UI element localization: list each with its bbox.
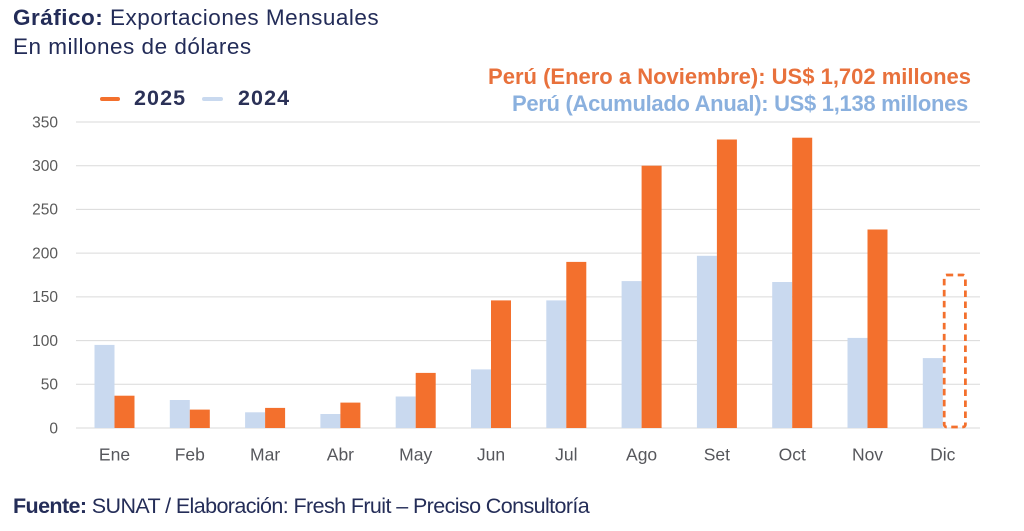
svg-text:Jul: Jul bbox=[555, 445, 577, 465]
svg-text:Dic: Dic bbox=[930, 445, 956, 465]
svg-text:Nov: Nov bbox=[852, 445, 883, 465]
svg-text:50: 50 bbox=[41, 377, 59, 394]
svg-text:300: 300 bbox=[32, 158, 58, 175]
svg-text:250: 250 bbox=[32, 202, 58, 219]
svg-text:Abr: Abr bbox=[327, 445, 354, 465]
svg-text:Ene: Ene bbox=[99, 445, 130, 465]
svg-text:May: May bbox=[399, 445, 432, 465]
svg-text:Feb: Feb bbox=[175, 445, 205, 465]
svg-text:350: 350 bbox=[32, 114, 58, 131]
svg-text:150: 150 bbox=[32, 289, 58, 306]
svg-text:100: 100 bbox=[32, 333, 58, 350]
svg-text:Jun: Jun bbox=[477, 445, 505, 465]
svg-text:Mar: Mar bbox=[250, 445, 280, 465]
svg-text:Ago: Ago bbox=[626, 445, 657, 465]
svg-text:Oct: Oct bbox=[779, 445, 806, 465]
svg-text:Set: Set bbox=[704, 445, 730, 465]
svg-text:0: 0 bbox=[49, 420, 58, 437]
svg-text:200: 200 bbox=[32, 245, 58, 262]
